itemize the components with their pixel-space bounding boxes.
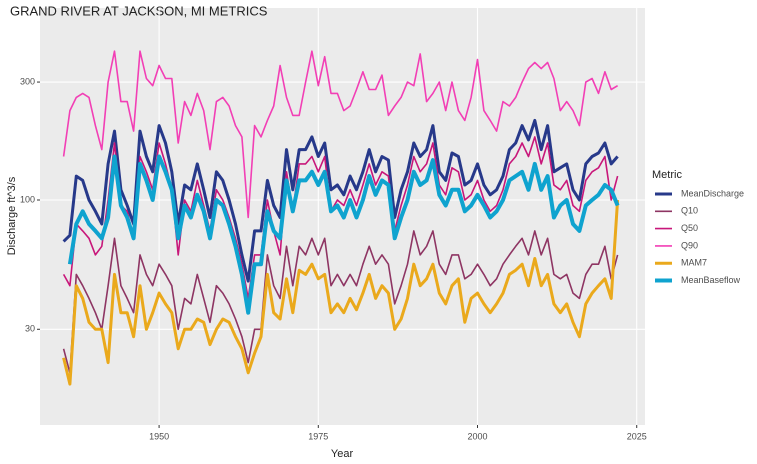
y-tick-label: 300 <box>20 76 35 86</box>
y-tick-label: 100 <box>20 194 35 204</box>
legend-label: MeanBaseflow <box>681 275 741 285</box>
series-line <box>67 154 620 315</box>
legend-label: MAM7 <box>681 258 707 268</box>
series-line <box>62 199 620 386</box>
y-tick-label: 30 <box>25 324 35 334</box>
legend-label: Q50 <box>681 223 698 233</box>
series-line <box>62 230 619 374</box>
legend-label: Q10 <box>681 206 698 216</box>
x-tick-label: 1950 <box>149 431 169 441</box>
legend-label: Q90 <box>681 240 698 250</box>
x-tick-label: 2000 <box>467 431 487 441</box>
legend-label: MeanDischarge <box>681 188 744 198</box>
series-line <box>62 50 619 219</box>
series-line <box>62 118 619 283</box>
legend-title: Metric <box>652 169 682 181</box>
y-axis-label: Discharge ft^3/s <box>6 176 18 255</box>
chart-title: GRAND RIVER AT JACKSON, MI METRICS <box>10 3 268 18</box>
x-tick-label: 1975 <box>308 431 328 441</box>
x-tick-label: 2025 <box>627 431 647 441</box>
x-axis-label: Year <box>331 448 354 460</box>
